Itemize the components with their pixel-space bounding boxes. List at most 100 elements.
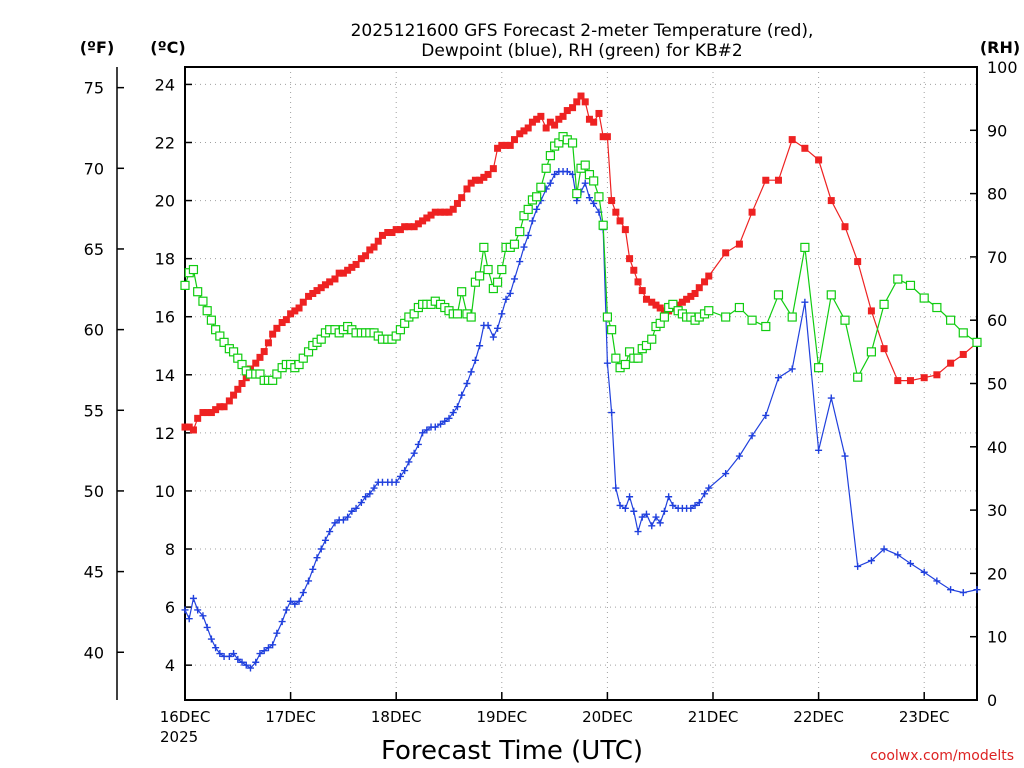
temperature-point [524, 124, 532, 132]
dewpoint-point [246, 664, 254, 672]
rh-point [198, 296, 208, 306]
temperature-point [366, 246, 374, 254]
temperature-point [252, 359, 260, 367]
dewpoint-point [516, 258, 524, 266]
rh-point [620, 359, 630, 370]
rh-tick-label: 80 [987, 185, 1007, 204]
temperature-point [370, 243, 378, 251]
dewpoint-point [252, 658, 260, 666]
dewpoint-point [414, 440, 422, 448]
rh-point [509, 239, 520, 249]
dewpoint-point [419, 429, 427, 437]
time-tick-label: 19DEC [477, 708, 528, 726]
temperature-point [638, 287, 646, 295]
fahrenheit-tick-label: 60 [84, 321, 104, 340]
dewpoint-point [449, 409, 457, 417]
rh-point [932, 302, 942, 313]
temperature-point [348, 263, 356, 271]
temperature-point [559, 112, 567, 120]
rh-point [492, 277, 503, 287]
dewpoint-point [656, 519, 664, 527]
dewpoint-point [489, 333, 497, 341]
temperature-point [510, 136, 518, 144]
rh-point [958, 328, 968, 338]
dewpoint-point [801, 298, 809, 306]
dewpoint-point [894, 551, 902, 559]
dewpoint-point [735, 452, 743, 460]
temperature-point [357, 255, 365, 263]
fahrenheit-tick-label: 45 [84, 563, 104, 582]
temperature-point [344, 266, 352, 274]
temperature-point [537, 112, 545, 120]
temperature-point [683, 295, 691, 303]
temperature-point [577, 92, 585, 100]
rh-point [598, 220, 608, 230]
temperature-point [762, 176, 770, 184]
temperature-point [449, 205, 457, 213]
dewpoint-point [608, 409, 616, 417]
temperature-point [362, 252, 370, 260]
temperature-point [542, 124, 550, 132]
rh-point [761, 321, 771, 332]
dewpoint-point [638, 513, 646, 521]
temperature-point [189, 426, 197, 434]
series-layer [180, 92, 982, 672]
temperature-point [947, 359, 955, 367]
dewpoint-point [366, 490, 374, 498]
dewpoint-point [230, 650, 238, 658]
rh-point [747, 315, 757, 325]
temperature-point [648, 298, 656, 306]
dewpoint-point [973, 586, 981, 594]
celsius-tick-label: 22 [155, 133, 175, 152]
celsius-tick-label: 8 [165, 540, 175, 559]
dewpoint-point [947, 586, 955, 594]
dewpoint-point [463, 380, 471, 387]
dewpoint-point [437, 420, 445, 428]
dewpoint-point [260, 647, 268, 655]
temperature-point [621, 226, 629, 234]
temperature-point [212, 406, 220, 414]
temperature-point [295, 304, 303, 312]
time-tick-label: 16DEC [160, 708, 211, 726]
dewpoint-point [815, 446, 823, 454]
dewpoint-point [841, 452, 849, 460]
rh-point [734, 302, 745, 313]
temperature-point [467, 179, 475, 187]
rh-point [567, 138, 578, 148]
rh-point [545, 151, 555, 161]
temperature-point [788, 136, 796, 144]
rh-point [704, 306, 714, 316]
chart-title-line2: Dewpoint (blue), RH (green) for KB#2 [421, 41, 742, 61]
rh-point [475, 271, 485, 281]
rh-point [641, 340, 652, 351]
dewpoint-point [933, 577, 941, 585]
fahrenheit-axis: 40 45 50 55 60 65 70 75 [84, 79, 124, 662]
temperature-point [384, 229, 392, 237]
dewpoint-point [431, 423, 439, 431]
temperature-point [352, 260, 360, 268]
temperature-point [533, 115, 541, 123]
temperature-point [581, 98, 589, 106]
temperature-point [484, 170, 492, 178]
temperature-point [453, 199, 461, 207]
temperature-point [498, 141, 506, 149]
temperature-point [959, 350, 967, 358]
rh-tick-label: 0 [987, 691, 997, 710]
credit-label: coolwx.com/modelts [870, 748, 1014, 764]
rh-point [879, 299, 889, 309]
temperature-point [181, 423, 189, 431]
celsius-axis: 4 6 8 10 12 14 16 18 20 22 24 [155, 75, 192, 675]
rh-tick-label: 30 [987, 501, 1007, 520]
temperature-point [194, 414, 202, 422]
dewpoint-point [563, 168, 571, 176]
temperature-point [331, 275, 339, 283]
temperature-point [585, 115, 593, 123]
temperature-point [652, 301, 660, 309]
rh-point [668, 299, 678, 309]
temperature-point [801, 144, 809, 152]
dewpoint-point [467, 368, 475, 376]
temperature-point [199, 409, 207, 417]
temperature-point [630, 266, 638, 274]
dewpoint-point [705, 484, 713, 492]
dewpoint-point [959, 589, 967, 597]
